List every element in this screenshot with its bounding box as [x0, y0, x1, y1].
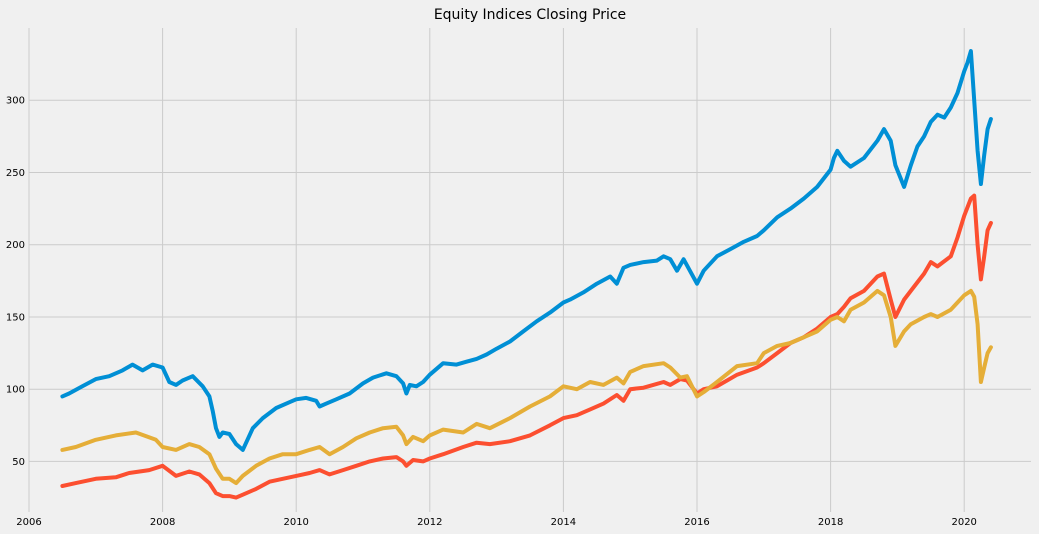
x-tick-label: 2016 [684, 517, 709, 528]
series-line-3 [60, 288, 993, 486]
chart-title: Equity Indices Closing Price [434, 7, 626, 23]
y-tick-label: 250 [6, 168, 25, 179]
series-group [60, 49, 993, 500]
x-gridlines [28, 28, 965, 512]
y-gridlines [29, 99, 1031, 462]
y-tick-label: 150 [6, 312, 25, 323]
x-tick-label: 2020 [951, 517, 976, 528]
series-line-1 [60, 49, 993, 452]
y-tick-label: 50 [12, 457, 25, 468]
x-tick-label: 2018 [818, 517, 843, 528]
x-tick-labels: 2006 2008 2010 2012 2014 2016 2018 2020 [16, 517, 977, 528]
x-tick-label: 2012 [417, 517, 442, 528]
y-tick-labels: 50 100 150 200 250 300 [6, 96, 25, 468]
x-tick-label: 2008 [150, 517, 175, 528]
y-tick-label: 300 [6, 96, 25, 107]
y-tick-label: 100 [6, 385, 25, 396]
y-tick-label: 200 [6, 240, 25, 251]
x-tick-label: 2006 [16, 517, 41, 528]
series-line-2 [60, 193, 993, 500]
x-tick-label: 2010 [283, 517, 308, 528]
x-tick-label: 2014 [551, 517, 576, 528]
